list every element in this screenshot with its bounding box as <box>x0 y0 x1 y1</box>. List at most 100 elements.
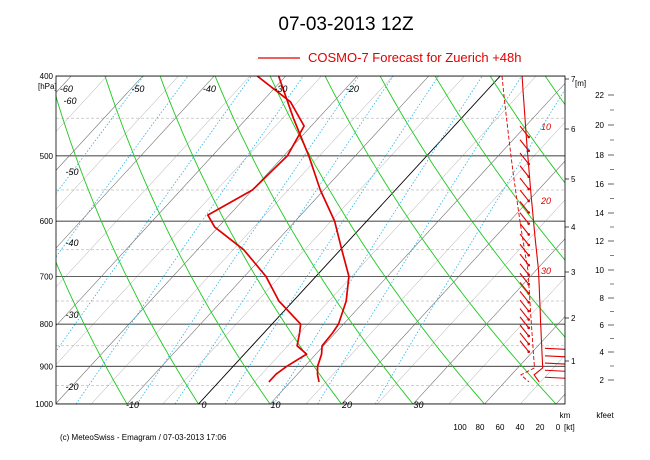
pressure-tick-label: 500 <box>40 152 54 161</box>
legend-label: COSMO-7 Forecast for Zuerich +48h <box>308 50 522 65</box>
dry-adiabat-line <box>600 76 650 404</box>
wind-arrow-head <box>527 309 531 313</box>
wind-arrow-head <box>527 350 531 354</box>
wind-arrow <box>519 125 530 138</box>
wind-arrow-head <box>527 149 531 153</box>
isobar-lines <box>56 76 565 404</box>
isotherm-line <box>56 76 251 288</box>
wind-arrow-head <box>570 370 573 373</box>
wind-arrow <box>544 369 565 372</box>
wind-arrow-head <box>527 318 531 321</box>
isotherm-line <box>126 76 429 404</box>
wind-profile <box>501 76 573 383</box>
isotherm-line <box>56 76 215 249</box>
height-tick-label: 1 <box>571 357 576 366</box>
isotherm-left-label: -50 <box>65 167 78 177</box>
isotherm-line <box>56 76 108 132</box>
isotherm-line <box>484 316 565 404</box>
isotherm-left-label: -20 <box>65 382 78 392</box>
mixing-ratio-line <box>224 76 439 404</box>
wind-arrow-head <box>527 301 531 304</box>
isotherm-line <box>56 76 143 171</box>
dry-adiabat-line <box>104 76 271 404</box>
wind-arrow <box>519 308 530 320</box>
wind-arrow <box>519 272 530 285</box>
isotherm-left-label: -60 <box>63 96 76 106</box>
kfeet-tick-label: 18 <box>595 151 604 160</box>
pressure-tick-label: 1000 <box>35 400 53 409</box>
isotherm-line <box>448 277 565 404</box>
dry-adiabat-line <box>269 76 485 404</box>
chart-title: 07-03-2013 12Z <box>278 14 414 35</box>
isotherm-line <box>412 238 565 404</box>
isotherm-top-label: -40 <box>203 84 216 94</box>
kfeet-tick-label: 10 <box>595 266 604 275</box>
wind-arrow <box>519 177 530 190</box>
wind-arrow <box>519 324 530 337</box>
temperature-tick-label: 30 <box>414 400 424 410</box>
temperature-tick-label: 20 <box>341 400 352 410</box>
pressure-unit: [hPa] <box>38 82 57 91</box>
wind-arrow <box>519 291 530 303</box>
wind-arrow <box>519 243 530 256</box>
dry-adiabat-line <box>159 76 342 404</box>
wind-speed-tick-label: 40 <box>516 423 525 432</box>
pressure-axis: 400 500 600 700 800 900 1000 <box>35 72 53 409</box>
wind-arrow <box>519 316 530 329</box>
kfeet-tick-label: 12 <box>595 237 604 246</box>
height-axis: 1 2 3 4 5 6 7 <box>565 75 576 366</box>
wind-arrow <box>519 201 530 213</box>
wind-arrow-head <box>527 211 531 214</box>
wind-arrow-head <box>527 263 531 267</box>
wind-arrow-head <box>527 162 531 166</box>
wind-arrow-head <box>527 292 531 295</box>
isotherm-line <box>91 76 394 404</box>
isotherm-top-label: -60 <box>60 84 73 94</box>
wind-arrow <box>544 376 565 379</box>
wind-arrow <box>519 152 530 165</box>
kfeet-tick-label: 8 <box>600 294 605 303</box>
temperature-tick-label: 10 <box>271 400 281 410</box>
mixing-ratio-line <box>374 88 565 404</box>
kfeet-tick-label: 2 <box>600 376 605 385</box>
wind-speed-tick-label: 60 <box>496 423 505 432</box>
kfeet-tick-label: 4 <box>600 348 605 357</box>
wind-arrow <box>519 299 530 312</box>
height-tick-label: 6 <box>571 125 576 134</box>
wind-speed-tick-label: 80 <box>476 423 485 432</box>
wind-arrow-head <box>527 282 531 286</box>
temperature-line <box>277 76 350 383</box>
wind-profile-label: 10 <box>541 122 551 132</box>
wind-speed-tick-label: 100 <box>453 423 467 432</box>
wind-arrow-head <box>527 222 531 225</box>
wind-arrow-head <box>527 342 531 346</box>
temperature-axis: -10 0 10 20 30 <box>126 400 424 410</box>
wind-arrow <box>519 233 530 246</box>
pressure-tick-label: 700 <box>40 272 54 281</box>
isotherm-top-label: -50 <box>131 84 144 94</box>
footer-credit: (c) MeteoSwiss - Emagram / 07-03-2013 17… <box>60 433 227 442</box>
wind-arrow-head <box>527 273 531 277</box>
isotherm-line <box>56 76 179 210</box>
wind-arrow <box>519 332 530 345</box>
kfeet-tick-label: 16 <box>595 180 604 189</box>
wind-arrow-head <box>527 135 531 139</box>
kfeet-tick-label: 14 <box>595 209 604 218</box>
isotherm-labels: -60 -50 -40 -30 -20 -60 -50 -40 -30 -20 <box>60 84 359 392</box>
isotherm-left-label: -40 <box>65 238 78 248</box>
isotherm-line <box>56 76 358 404</box>
dry-adiabat-line <box>434 76 565 261</box>
pressure-tick-label: 900 <box>40 362 54 371</box>
wind-arrow <box>519 340 530 353</box>
isotherm-line <box>198 76 501 404</box>
height-tick-label: 7 <box>571 75 576 84</box>
dry-adiabat-line <box>379 76 565 338</box>
wind-arrow <box>519 212 530 224</box>
wind-arrow <box>519 223 530 235</box>
height-tick-label: 5 <box>571 175 576 184</box>
plot-frame <box>55 75 566 405</box>
wind-speed-tick-label: 20 <box>536 423 545 432</box>
legend: COSMO-7 Forecast for Zuerich +48h <box>258 50 522 65</box>
isotherm-lines <box>56 76 565 404</box>
dewpoint-line <box>206 76 308 383</box>
